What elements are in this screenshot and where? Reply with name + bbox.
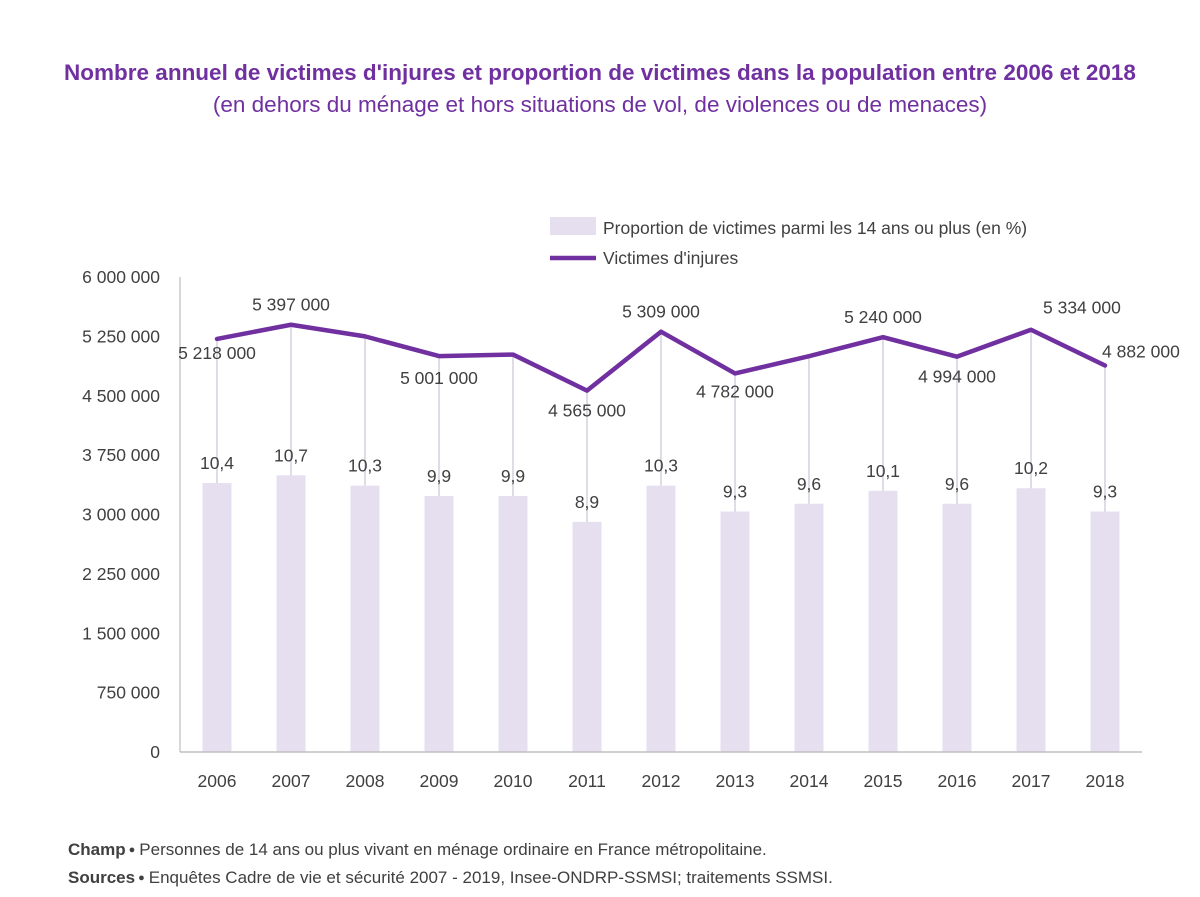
x-tick-label: 2018 bbox=[1086, 771, 1125, 791]
line-value-label: 5 397 000 bbox=[252, 295, 330, 315]
y-tick-label: 5 250 000 bbox=[82, 326, 160, 346]
bar bbox=[424, 496, 454, 752]
bar bbox=[276, 475, 306, 752]
y-tick-label: 0 bbox=[150, 742, 160, 762]
bar bbox=[350, 485, 380, 752]
bullet-icon: ● bbox=[138, 872, 145, 884]
x-tick-label: 2009 bbox=[420, 771, 459, 791]
bar-value-label: 10,7 bbox=[274, 445, 308, 465]
legend-label-line: Victimes d'injures bbox=[603, 248, 739, 268]
x-tick-label: 2017 bbox=[1012, 771, 1051, 791]
line-value-label: 4 782 000 bbox=[696, 381, 774, 401]
bar bbox=[1016, 488, 1046, 752]
x-tick-label: 2007 bbox=[272, 771, 311, 791]
bar-value-label: 9,9 bbox=[501, 466, 525, 486]
x-tick-label: 2016 bbox=[938, 771, 977, 791]
line-value-label: 4 565 000 bbox=[548, 401, 626, 421]
chart-subtitle: (en dehors du ménage et hors situations … bbox=[212, 92, 988, 117]
bar-value-label: 10,3 bbox=[644, 456, 678, 476]
bar bbox=[1090, 511, 1120, 752]
line-value-label: 4 994 000 bbox=[918, 367, 996, 387]
line-value-label: 5 309 000 bbox=[622, 302, 700, 322]
note-sources: Sources ● Enquêtes Cadre de vie et sécurit… bbox=[68, 864, 833, 892]
bar-value-label: 9,6 bbox=[797, 474, 821, 494]
note-champ-label: Champ bbox=[68, 840, 126, 859]
line-series-victimes bbox=[214, 322, 1108, 393]
bar bbox=[498, 496, 528, 752]
bar bbox=[572, 521, 602, 752]
note-sources-text: Enquêtes Cadre de vie et sécurité 2007 -… bbox=[148, 868, 833, 887]
y-tick-label: 750 000 bbox=[97, 683, 161, 703]
line-value-label: 5 240 000 bbox=[844, 307, 922, 327]
bar-value-label: 9,3 bbox=[1093, 482, 1117, 502]
note-sources-label: Sources bbox=[68, 868, 136, 887]
line-value-label: 5 334 000 bbox=[1043, 298, 1121, 318]
y-tick-label: 3 750 000 bbox=[82, 445, 160, 465]
y-tick-label: 1 500 000 bbox=[82, 623, 160, 643]
bar bbox=[942, 503, 972, 752]
title-block: Nombre annuel de victimes d'injures et p… bbox=[0, 56, 1200, 120]
bar bbox=[720, 511, 750, 752]
x-tick-label: 2006 bbox=[198, 771, 237, 791]
bar-value-label: 9,6 bbox=[945, 474, 969, 494]
x-tick-label: 2013 bbox=[716, 771, 755, 791]
bar-value-label: 9,3 bbox=[723, 482, 747, 502]
x-tick-label: 2008 bbox=[346, 771, 385, 791]
bar-value-label: 10,1 bbox=[866, 461, 900, 481]
bar bbox=[202, 483, 232, 752]
line-value-label: 5 001 000 bbox=[400, 368, 478, 388]
note-champ-text: Personnes de 14 ans ou plus vivant en mé… bbox=[139, 840, 767, 859]
chart-notes: Champ ● Personnes de 14 ans ou plus vivant… bbox=[68, 836, 833, 892]
x-tick-label: 2011 bbox=[568, 771, 606, 791]
bar bbox=[868, 490, 898, 752]
line-value-label: 5 218 000 bbox=[178, 343, 256, 363]
bar-value-label: 10,2 bbox=[1014, 458, 1048, 478]
bar bbox=[794, 503, 824, 752]
x-tick-label: 2015 bbox=[864, 771, 903, 791]
bar-value-label: 9,9 bbox=[427, 466, 451, 486]
y-tick-label: 4 500 000 bbox=[82, 386, 160, 406]
chart-title: Nombre annuel de victimes d'injures et p… bbox=[64, 60, 1136, 85]
x-tick-label: 2012 bbox=[642, 771, 681, 791]
legend-label-bar: Proportion de victimes parmi les 14 ans … bbox=[603, 218, 1027, 238]
bar bbox=[646, 485, 676, 752]
bar-value-label: 10,3 bbox=[348, 456, 382, 476]
legend-swatch-bar bbox=[550, 217, 596, 235]
note-champ: Champ ● Personnes de 14 ans ou plus vivant… bbox=[68, 836, 833, 864]
bar-value-label: 10,4 bbox=[200, 453, 234, 473]
x-tick-label: 2014 bbox=[790, 771, 829, 791]
y-tick-label: 2 250 000 bbox=[82, 564, 160, 584]
y-tick-label: 3 000 000 bbox=[82, 505, 160, 525]
y-tick-label: 6 000 000 bbox=[82, 267, 160, 287]
x-tick-label: 2010 bbox=[494, 771, 533, 791]
bullet-icon: ● bbox=[128, 844, 136, 856]
line-value-label: 4 882 000 bbox=[1102, 342, 1180, 362]
bar-value-label: 8,9 bbox=[575, 492, 599, 512]
